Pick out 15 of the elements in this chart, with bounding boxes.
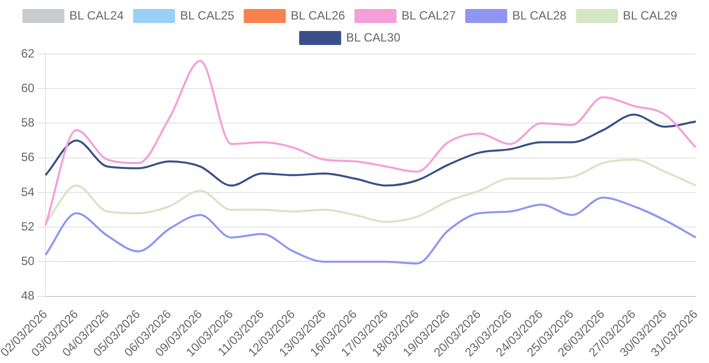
y-tick-label: 60 [21,80,35,95]
y-tick-label: 56 [21,150,35,164]
legend-label: BL CAL29 [622,8,678,22]
y-tick-label: 62 [21,46,35,60]
y-tick-label: 54 [21,184,35,199]
legend-label: BL CAL28 [512,8,567,22]
legend-label: BL CAL30 [346,30,401,44]
y-tick-label: 48 [21,288,35,303]
y-tick-label: 52 [21,219,35,234]
legend-label: BL CAL25 [180,8,235,22]
y-tick-label: 58 [21,116,35,130]
y-tick-label: 50 [21,254,35,268]
legend-label: BL CAL24 [69,8,124,22]
legend-label: BL CAL26 [290,8,346,22]
legend-label: BL CAL27 [402,8,456,22]
